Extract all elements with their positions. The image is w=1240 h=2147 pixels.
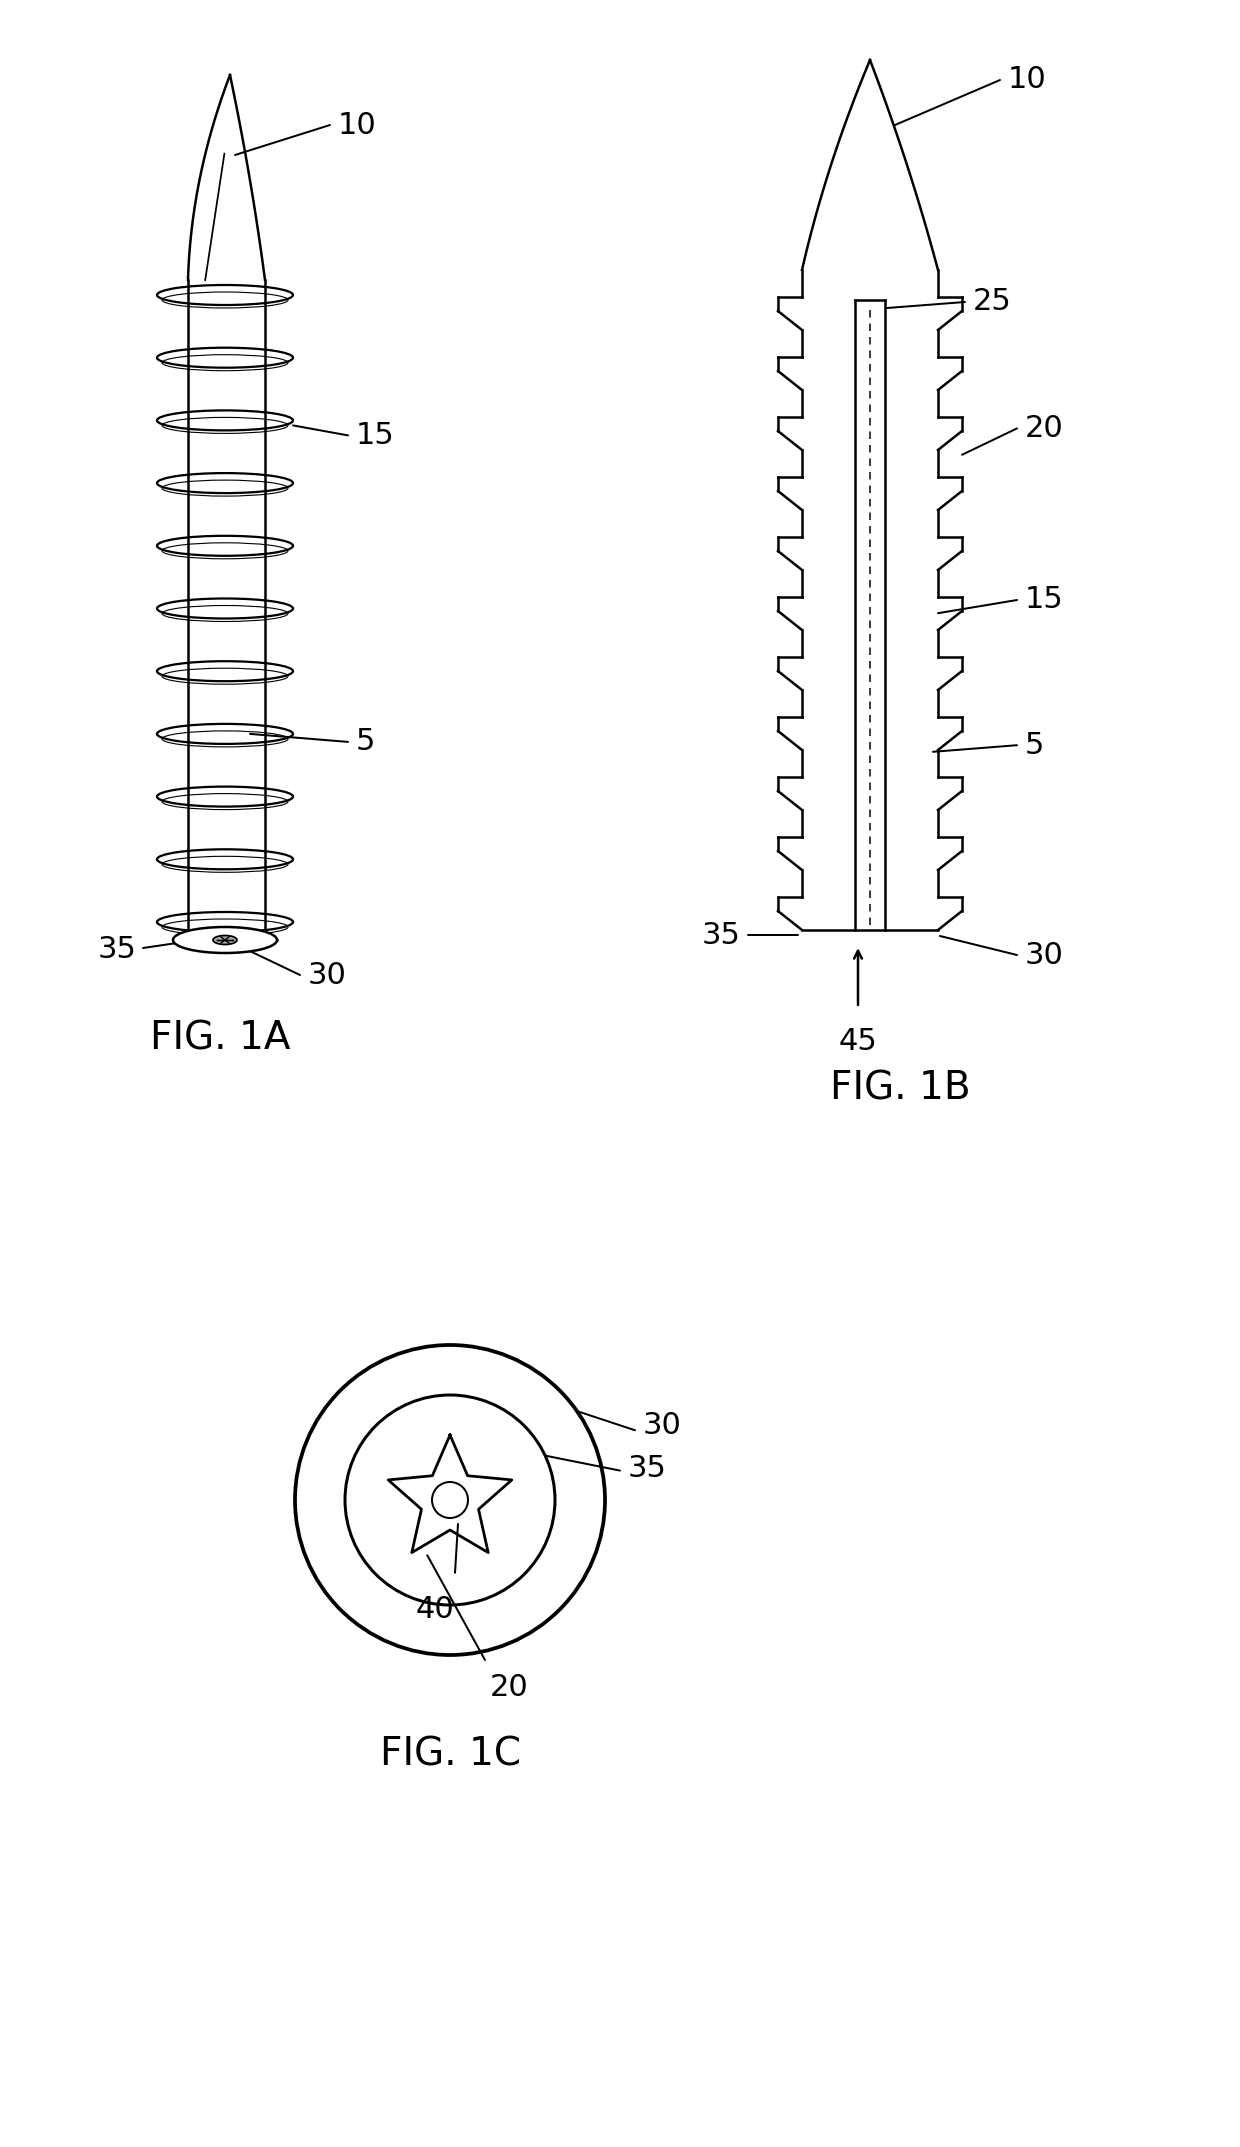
Text: 5: 5 [1025,730,1044,760]
Text: 10: 10 [339,109,377,140]
Text: 15: 15 [356,421,394,451]
Text: 40: 40 [415,1595,454,1625]
Text: 45: 45 [838,1026,878,1056]
Text: 30: 30 [308,960,347,990]
Text: FIG. 1C: FIG. 1C [379,1735,521,1773]
Text: 20: 20 [1025,414,1064,442]
Text: 20: 20 [490,1673,528,1703]
Ellipse shape [174,928,277,953]
Ellipse shape [213,936,237,945]
Text: 30: 30 [644,1411,682,1441]
Text: 5: 5 [356,728,376,756]
Text: 10: 10 [1008,67,1047,94]
Text: 35: 35 [627,1454,667,1484]
Text: 30: 30 [1025,940,1064,970]
Text: FIG. 1A: FIG. 1A [150,1020,290,1058]
Text: 35: 35 [701,921,740,949]
Text: FIG. 1B: FIG. 1B [830,1069,971,1108]
Text: 15: 15 [1025,586,1064,614]
Text: 25: 25 [973,288,1012,316]
Text: 35: 35 [98,936,136,964]
